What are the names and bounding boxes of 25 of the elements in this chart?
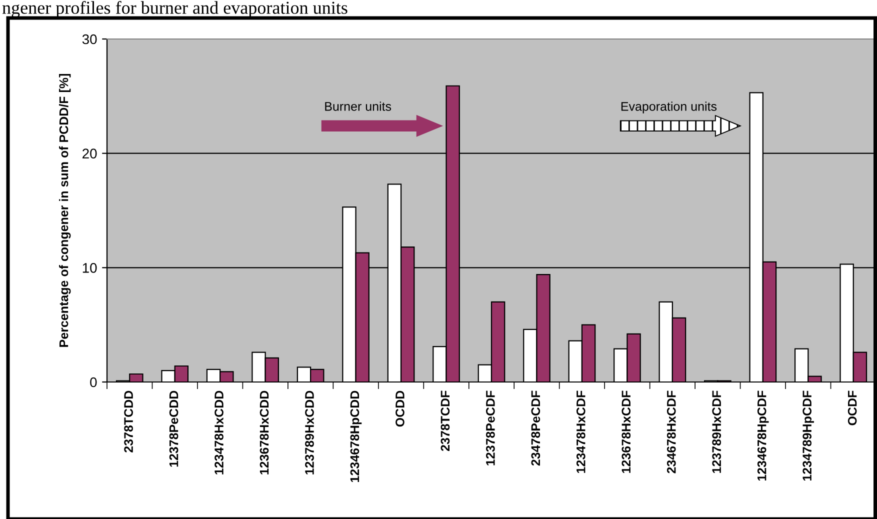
x-tick-label: 234678HxCDF	[666, 390, 676, 474]
annotation: Burner units	[325, 102, 392, 111]
x-tick-label: 123789HxCDD	[305, 390, 314, 474]
x-tick-label: OCDD	[396, 390, 404, 427]
x-tick-label: 12378PeCDD	[169, 390, 178, 467]
x-tick-label: 2378TCDD	[124, 390, 133, 452]
x-tick-label: 123478HxCDF	[576, 390, 586, 473]
chart-title: ngener profiles for burner and evaporation units	[2, 1, 348, 18]
x-tick-label: 2378TCDF	[440, 390, 450, 452]
x-tick-label: OCDF	[848, 390, 857, 426]
x-tick-label: 1234678HpCDF	[757, 390, 769, 481]
y-tick-label: 10	[82, 263, 97, 273]
x-tick-label: 1234678HpCDD	[350, 390, 362, 482]
x-tick-label: 12378PeCDF	[486, 390, 495, 466]
x-tick-label: 123789HxCDF	[712, 390, 722, 473]
x-tick-label: 123478HxCDD	[214, 390, 224, 474]
x-tick-label: 23478PeCDF	[531, 390, 540, 466]
y-axis-title: Percentage of congener in sum of PCDD/F [%]	[59, 74, 71, 347]
x-tick-label: 123678HxCDF	[622, 390, 631, 473]
annotation: Evaporation units	[621, 102, 717, 114]
y-tick-label: 30	[82, 34, 97, 44]
y-tick-label: 20	[82, 148, 97, 159]
x-tick-label: 123678HxCDD	[260, 390, 269, 474]
y-tick-label: 0	[90, 377, 97, 388]
x-tick-label: 1234789HpCDF	[802, 390, 814, 481]
